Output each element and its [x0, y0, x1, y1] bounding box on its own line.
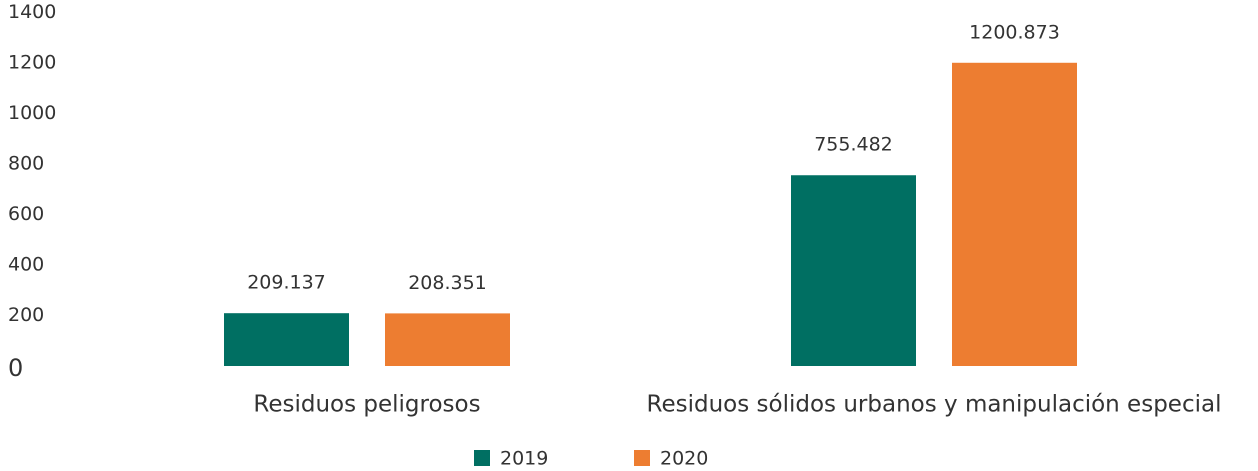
x-tick-label: Residuos peligrosos [253, 392, 480, 418]
y-tick-label: 400 [8, 254, 44, 276]
legend-label: 2020 [660, 448, 708, 470]
legend-swatch [634, 450, 650, 466]
y-tick-label: 1200 [8, 52, 56, 74]
bar [952, 62, 1077, 366]
x-tick-label: Residuos sólidos urbanos y manipulación … [647, 392, 1222, 418]
y-tick-label: 600 [8, 203, 44, 225]
legend-swatch [474, 450, 490, 466]
data-label: 1200.873 [969, 21, 1060, 43]
bar [385, 313, 510, 366]
data-label: 209.137 [247, 272, 326, 294]
data-label: 755.482 [814, 134, 893, 156]
bar [791, 175, 916, 366]
data-label: 208.351 [408, 272, 487, 294]
y-tick-label: 200 [8, 304, 44, 326]
y-tick-label: 800 [8, 153, 44, 175]
y-tick-label: 0 [8, 354, 23, 382]
bar [224, 313, 349, 366]
legend-label: 2019 [500, 448, 548, 470]
y-tick-label: 1400 [8, 1, 56, 23]
y-tick-label: 1000 [8, 102, 56, 124]
